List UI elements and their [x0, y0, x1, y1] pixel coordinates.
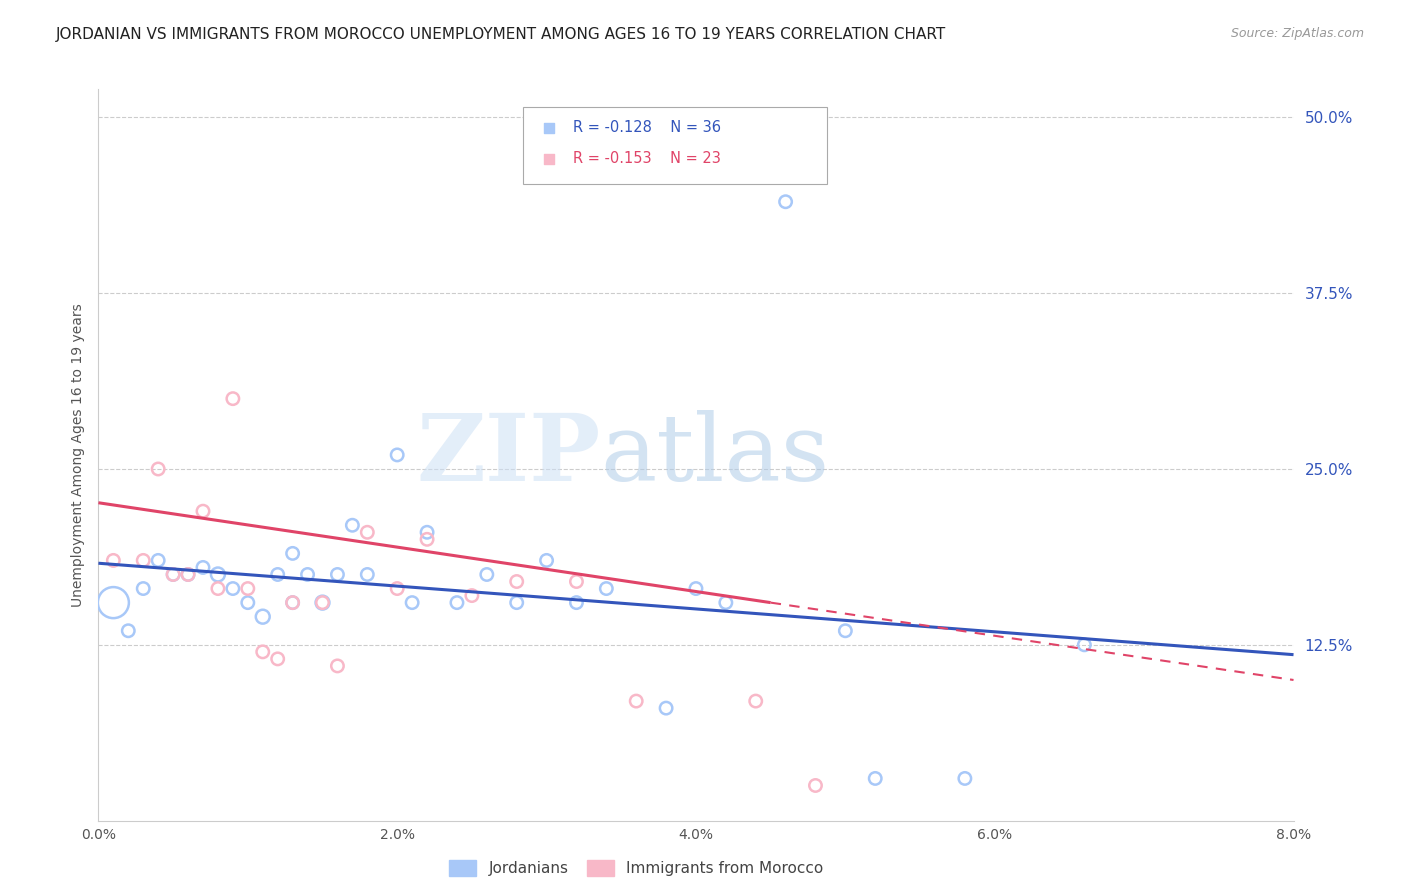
Point: [326, 567, 349, 582]
Point: [191, 560, 214, 574]
Point: [281, 546, 304, 560]
Point: [281, 596, 304, 610]
Point: [461, 589, 484, 603]
Point: [177, 567, 200, 582]
Point: [311, 596, 333, 610]
Point: [595, 582, 617, 596]
Legend: Jordanians, Immigrants from Morocco: Jordanians, Immigrants from Morocco: [443, 855, 830, 882]
Point: [745, 694, 768, 708]
Point: [132, 582, 155, 596]
Point: [148, 553, 170, 567]
Point: [297, 567, 319, 582]
Point: [252, 645, 274, 659]
Text: R = -0.153    N = 23: R = -0.153 N = 23: [572, 151, 721, 166]
Point: [356, 567, 378, 582]
Point: [236, 582, 259, 596]
Text: Source: ZipAtlas.com: Source: ZipAtlas.com: [1230, 27, 1364, 40]
Point: [162, 567, 184, 582]
Point: [804, 779, 827, 793]
Point: [953, 772, 976, 786]
Text: ZIP: ZIP: [416, 410, 600, 500]
Point: [326, 659, 349, 673]
Point: [207, 582, 229, 596]
Text: JORDANIAN VS IMMIGRANTS FROM MOROCCO UNEMPLOYMENT AMONG AGES 16 TO 19 YEARS CORR: JORDANIAN VS IMMIGRANTS FROM MOROCCO UNE…: [56, 27, 946, 42]
Point: [281, 596, 304, 610]
Point: [117, 624, 139, 638]
Point: [506, 596, 529, 610]
Point: [252, 609, 274, 624]
Point: [775, 194, 797, 209]
Point: [416, 525, 439, 540]
Point: [475, 567, 498, 582]
Point: [565, 596, 588, 610]
Point: [834, 624, 856, 638]
Point: [685, 582, 707, 596]
Point: [132, 553, 155, 567]
Point: [311, 596, 333, 610]
Point: [222, 582, 245, 596]
Point: [506, 574, 529, 589]
Point: [207, 567, 229, 582]
Y-axis label: Unemployment Among Ages 16 to 19 years: Unemployment Among Ages 16 to 19 years: [70, 303, 84, 607]
Point: [401, 596, 423, 610]
Text: atlas: atlas: [600, 410, 830, 500]
Point: [416, 533, 439, 547]
Point: [863, 772, 886, 786]
Point: [148, 462, 170, 476]
Point: [624, 694, 647, 708]
FancyBboxPatch shape: [523, 108, 827, 185]
Point: [1073, 638, 1095, 652]
Point: [103, 596, 125, 610]
Point: [177, 567, 200, 582]
Point: [222, 392, 245, 406]
Point: [162, 567, 184, 582]
Text: R = -0.128    N = 36: R = -0.128 N = 36: [572, 120, 721, 136]
Point: [267, 652, 290, 666]
Point: [714, 596, 737, 610]
Point: [103, 553, 125, 567]
Point: [385, 448, 409, 462]
Point: [385, 582, 409, 596]
Point: [446, 596, 468, 610]
Point: [356, 525, 378, 540]
Point: [536, 553, 558, 567]
Point: [236, 596, 259, 610]
Point: [191, 504, 214, 518]
Point: [342, 518, 364, 533]
Point: [565, 574, 588, 589]
Point: [267, 567, 290, 582]
Point: [655, 701, 678, 715]
